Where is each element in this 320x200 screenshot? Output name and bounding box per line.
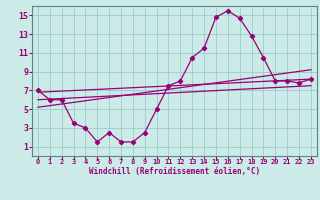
X-axis label: Windchill (Refroidissement éolien,°C): Windchill (Refroidissement éolien,°C) bbox=[89, 167, 260, 176]
